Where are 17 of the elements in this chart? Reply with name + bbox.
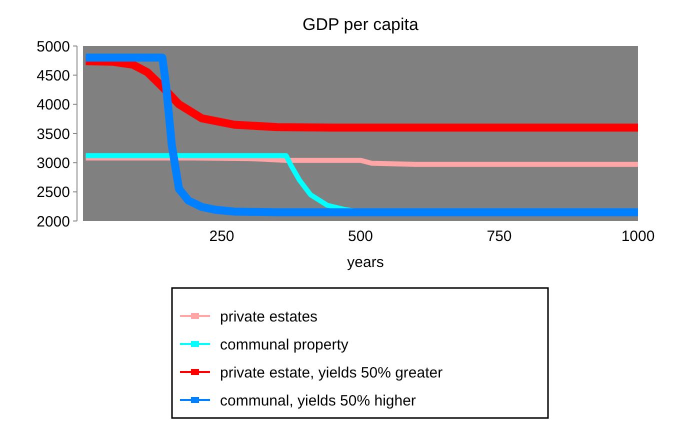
x-tick-label: 500 — [348, 228, 374, 245]
y-tick-label: 2500 — [36, 184, 70, 202]
y-tick-label: 4500 — [36, 67, 70, 84]
x-tick-label: 750 — [486, 228, 512, 245]
chart-title: GDP per capita — [302, 15, 419, 34]
legend-label: private estates — [220, 308, 318, 326]
legend-label: communal, yields 50% higher — [220, 392, 416, 410]
y-tick-label: 3500 — [36, 126, 70, 143]
x-tick-label: 1000 — [621, 228, 655, 245]
y-tick-label: 4000 — [36, 96, 70, 114]
y-tick-label: 5000 — [36, 38, 70, 56]
y-tick-label: 3000 — [36, 154, 70, 172]
legend-label: communal property — [220, 336, 349, 354]
y-tick-label: 2000 — [36, 213, 70, 230]
x-tick-label: 250 — [209, 228, 234, 245]
legend-label: private estate, yields 50% greater — [220, 364, 443, 382]
x-axis-title: years — [347, 254, 384, 271]
